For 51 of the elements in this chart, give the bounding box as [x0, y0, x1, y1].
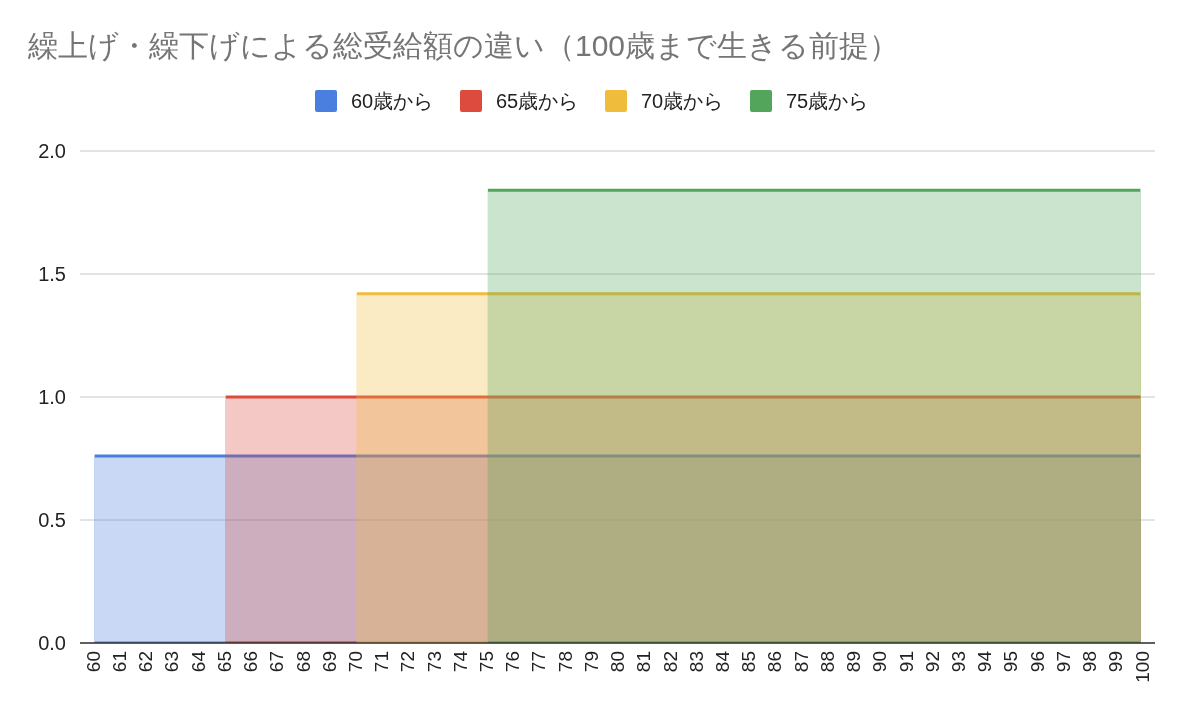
x-tick-label: 81 — [633, 651, 655, 673]
x-tick-label: 67 — [266, 651, 288, 673]
x-tick-label: 95 — [1000, 651, 1022, 673]
x-tick-label: 76 — [502, 651, 524, 673]
x-tick-label: 98 — [1079, 651, 1101, 673]
x-tick-label: 63 — [161, 651, 183, 673]
x-tick-label: 60 — [82, 651, 104, 673]
x-tick-label: 96 — [1026, 651, 1048, 673]
x-tick-label: 97 — [1052, 651, 1074, 673]
y-tick-label: 1.0 — [38, 386, 66, 408]
x-tick-label: 68 — [292, 651, 314, 673]
x-tick-label: 79 — [580, 651, 602, 673]
legend-label: 60歳から — [351, 90, 434, 112]
x-tick-label: 89 — [843, 651, 865, 673]
x-tick-label: 93 — [948, 651, 969, 673]
y-tick-label: 1.5 — [38, 263, 66, 285]
x-tick-label: 100 — [1131, 651, 1153, 683]
x-tick-label: 66 — [240, 651, 262, 673]
x-tick-label: 73 — [423, 651, 445, 673]
x-tick-label: 71 — [371, 651, 393, 673]
x-tick-label: 74 — [449, 650, 471, 673]
x-tick-label: 61 — [108, 651, 130, 673]
x-tick-label: 80 — [607, 651, 629, 673]
x-tick-label: 65 — [213, 651, 235, 673]
chart-title: 繰上げ・繰下げによる総受給額の違い（100歳まで生きる前提） — [27, 29, 900, 62]
y-tick-label: 0.5 — [38, 509, 66, 531]
x-tick-label: 69 — [318, 651, 340, 673]
x-tick-label: 85 — [738, 651, 760, 673]
x-tick-label: 94 — [974, 650, 996, 673]
x-tick-label: 62 — [135, 651, 157, 673]
legend-label: 75歳から — [786, 90, 869, 112]
legend-label: 70歳から — [641, 90, 724, 112]
x-tick-label: 91 — [895, 651, 917, 673]
x-tick-label: 84 — [712, 650, 734, 673]
x-tick-label: 64 — [187, 650, 209, 673]
y-tick-label: 0.0 — [38, 632, 66, 654]
x-tick-label: 90 — [869, 651, 891, 673]
x-tick-label: 78 — [554, 651, 576, 673]
x-tick-label: 83 — [685, 651, 707, 673]
x-tick-label: 75 — [476, 651, 498, 673]
y-tick-label: 2.0 — [38, 140, 66, 162]
x-tick-label: 99 — [1105, 651, 1127, 673]
x-tick-label: 92 — [921, 651, 943, 673]
legend-label: 65歳から — [496, 90, 579, 112]
x-tick-label: 88 — [816, 651, 838, 673]
x-tick-label: 70 — [344, 651, 366, 673]
x-tick-label: 77 — [528, 651, 550, 673]
x-tick-label: 86 — [764, 651, 786, 673]
x-tick-label: 72 — [397, 651, 419, 673]
x-tick-label: 82 — [659, 651, 681, 673]
x-tick-label: 87 — [790, 651, 812, 673]
